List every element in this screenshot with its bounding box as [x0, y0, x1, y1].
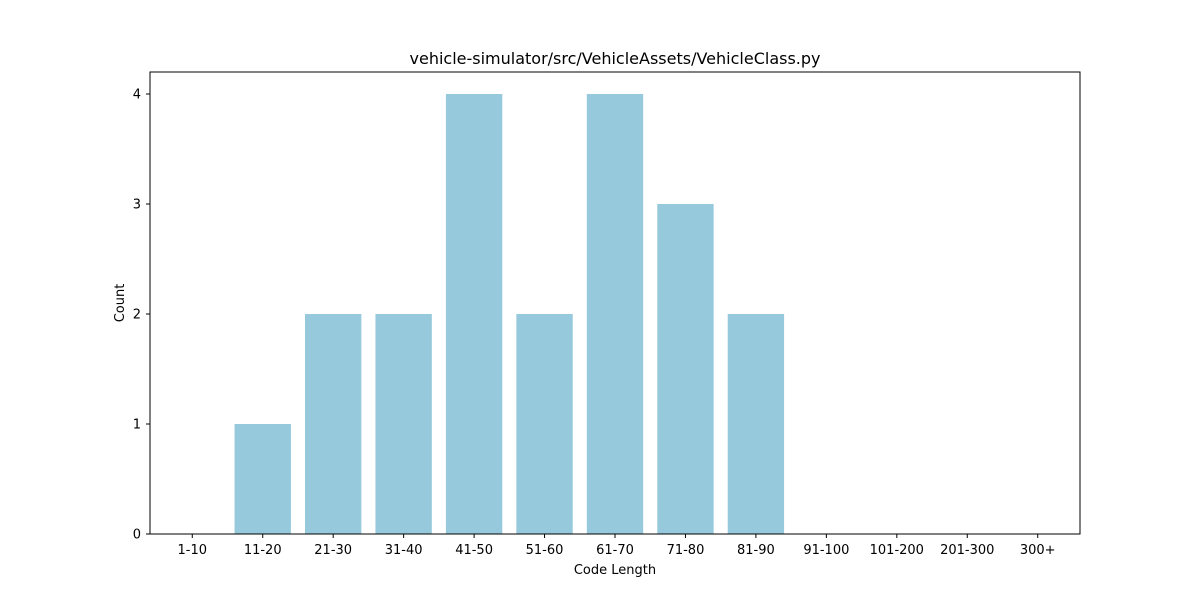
x-tick-label: 101-200 [870, 543, 924, 558]
bars-group [234, 94, 785, 534]
bar-71-80 [657, 204, 714, 534]
y-tick-label: 2 [133, 308, 141, 323]
x-axis-label: Code Length [574, 563, 656, 578]
y-tick-label: 4 [133, 88, 141, 103]
x-axis: 1-10 11-20 21-30 31-40 41-50 51-60 61-70 71-80 8… [178, 534, 1056, 558]
x-tick-label: 61-70 [596, 543, 634, 558]
bar-11-20 [234, 424, 291, 534]
y-axis-label: Count [113, 284, 128, 323]
x-tick-label: 71-80 [667, 543, 705, 558]
x-tick-label: 31-40 [385, 543, 423, 558]
y-tick-label: 3 [133, 198, 141, 213]
x-tick-label: 21-30 [314, 543, 352, 558]
x-tick-label: 81-90 [737, 543, 775, 558]
x-tick-label: 41-50 [455, 543, 493, 558]
bar-41-50 [445, 94, 503, 534]
x-tick-label: 300+ [1020, 543, 1056, 558]
bar-61-70 [586, 94, 644, 534]
y-tick-label: 1 [133, 418, 141, 433]
bar-21-30 [305, 314, 362, 534]
x-tick-label: 51-60 [526, 543, 564, 558]
bar-51-60 [516, 314, 573, 534]
x-tick-label: 201-300 [940, 543, 994, 558]
y-axis: 0 1 2 3 4 [133, 88, 150, 543]
bar-31-40 [375, 314, 432, 534]
x-tick-label: 11-20 [244, 543, 282, 558]
bar-81-90 [727, 314, 785, 534]
x-tick-label: 1-10 [178, 543, 208, 558]
x-tick-label: 91-100 [803, 543, 849, 558]
chart-title: vehicle-simulator/src/VehicleAssets/Vehi… [410, 49, 821, 68]
y-tick-label: 0 [133, 528, 141, 543]
